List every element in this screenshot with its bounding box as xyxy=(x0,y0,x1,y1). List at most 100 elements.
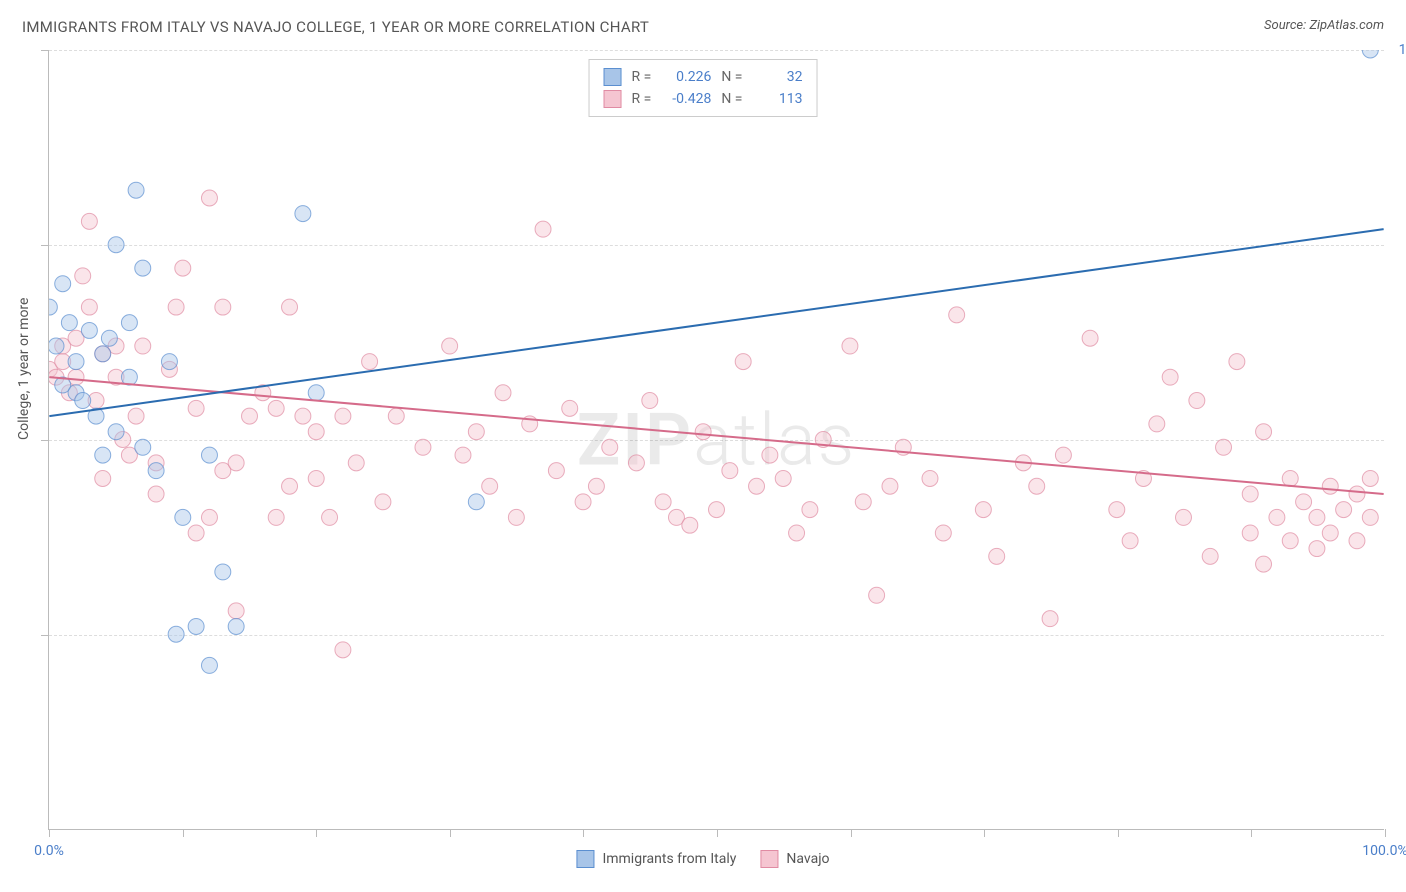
scatter-point xyxy=(548,463,564,479)
scatter-point xyxy=(81,322,97,338)
n-label: N = xyxy=(721,69,742,85)
scatter-point xyxy=(468,494,484,510)
scatter-point xyxy=(1242,486,1258,502)
scatter-point xyxy=(1029,478,1045,494)
legend-item-navajo: Navajo xyxy=(760,850,829,868)
scatter-point xyxy=(121,315,137,331)
scatter-point xyxy=(442,338,458,354)
scatter-point xyxy=(1269,509,1285,525)
x-tick xyxy=(984,829,985,837)
scatter-point xyxy=(949,307,965,323)
scatter-point xyxy=(175,509,191,525)
scatter-point xyxy=(695,424,711,440)
trend-line xyxy=(49,377,1383,494)
scatter-point xyxy=(1296,494,1312,510)
scatter-point xyxy=(95,447,111,463)
scatter-point xyxy=(128,408,144,424)
x-tick xyxy=(583,829,584,837)
scatter-point xyxy=(188,400,204,416)
scatter-plot-svg xyxy=(49,50,1384,829)
scatter-point xyxy=(215,299,231,315)
scatter-point xyxy=(135,439,151,455)
legend-label-navajo: Navajo xyxy=(786,851,829,867)
scatter-point xyxy=(148,486,164,502)
x-tick xyxy=(183,829,184,837)
scatter-point xyxy=(1109,502,1125,518)
scatter-point xyxy=(108,424,124,440)
scatter-point xyxy=(869,587,885,603)
chart-title: IMMIGRANTS FROM ITALY VS NAVAJO COLLEGE,… xyxy=(22,18,649,36)
correlation-legend: R = 0.226 N = 32 R = -0.428 N = 113 xyxy=(589,59,818,117)
scatter-point xyxy=(1322,525,1338,541)
scatter-point xyxy=(335,642,351,658)
scatter-point xyxy=(201,447,217,463)
scatter-point xyxy=(1202,548,1218,564)
x-tick xyxy=(717,829,718,837)
scatter-point xyxy=(388,408,404,424)
source-label: Source: ZipAtlas.com xyxy=(1264,18,1384,33)
x-tick xyxy=(316,829,317,837)
legend-label-italy: Immigrants from Italy xyxy=(602,851,736,867)
scatter-point xyxy=(655,494,671,510)
chart-plot-area: ZIPatlas 25.0%50.0%75.0%100.0%0.0%100.0% xyxy=(48,50,1384,830)
n-value-italy: 32 xyxy=(752,69,802,85)
legend-swatch-italy xyxy=(604,68,622,86)
source-prefix: Source: xyxy=(1264,18,1309,33)
legend-swatch-italy-bottom xyxy=(576,850,594,868)
scatter-point xyxy=(935,525,951,541)
scatter-point xyxy=(468,424,484,440)
scatter-point xyxy=(749,478,765,494)
scatter-point xyxy=(81,213,97,229)
scatter-point xyxy=(295,408,311,424)
x-tick-label: 0.0% xyxy=(34,843,64,859)
scatter-point xyxy=(495,385,511,401)
r-label: R = xyxy=(632,91,652,107)
scatter-point xyxy=(175,260,191,276)
scatter-point xyxy=(148,463,164,479)
scatter-point xyxy=(188,525,204,541)
scatter-point xyxy=(762,447,778,463)
n-value-navajo: 113 xyxy=(752,91,802,107)
scatter-point xyxy=(75,393,91,409)
x-tick xyxy=(1251,829,1252,837)
scatter-point xyxy=(108,237,124,253)
scatter-point xyxy=(722,463,738,479)
scatter-point xyxy=(1189,393,1205,409)
x-tick xyxy=(851,829,852,837)
scatter-point xyxy=(1082,330,1098,346)
y-tick xyxy=(41,50,49,51)
scatter-point xyxy=(709,502,725,518)
scatter-point xyxy=(1362,470,1378,486)
scatter-point xyxy=(268,400,284,416)
scatter-point xyxy=(135,260,151,276)
scatter-point xyxy=(1349,533,1365,549)
scatter-point xyxy=(49,299,57,315)
trend-line xyxy=(49,229,1383,416)
scatter-point xyxy=(201,190,217,206)
scatter-point xyxy=(1362,509,1378,525)
scatter-point xyxy=(415,439,431,455)
scatter-point xyxy=(135,338,151,354)
scatter-point xyxy=(602,439,618,455)
scatter-point xyxy=(1309,541,1325,557)
scatter-point xyxy=(1282,470,1298,486)
scatter-point xyxy=(775,470,791,486)
r-value-italy: 0.226 xyxy=(661,69,711,85)
scatter-point xyxy=(735,354,751,370)
scatter-point xyxy=(1149,416,1165,432)
x-tick xyxy=(450,829,451,837)
scatter-point xyxy=(335,408,351,424)
scatter-point xyxy=(168,626,184,642)
scatter-point xyxy=(1256,556,1272,572)
scatter-point xyxy=(95,470,111,486)
scatter-point xyxy=(789,525,805,541)
y-tick-label: 100.0% xyxy=(1399,42,1406,58)
scatter-point xyxy=(61,315,77,331)
y-tick xyxy=(41,635,49,636)
scatter-point xyxy=(882,478,898,494)
scatter-point xyxy=(1176,509,1192,525)
scatter-point xyxy=(215,564,231,580)
series-legend: Immigrants from Italy Navajo xyxy=(576,850,829,868)
x-tick xyxy=(1385,829,1386,837)
scatter-point xyxy=(1242,525,1258,541)
